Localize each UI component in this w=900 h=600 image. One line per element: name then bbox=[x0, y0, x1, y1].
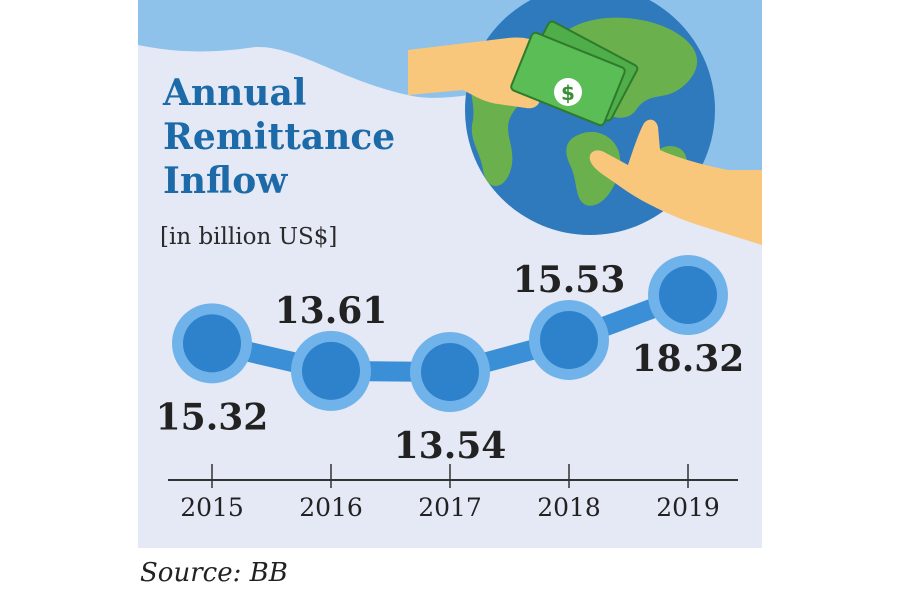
data-label: 13.54 bbox=[394, 425, 507, 467]
title-line-3: Inflow bbox=[163, 160, 288, 202]
data-label: 18.32 bbox=[632, 338, 745, 380]
data-label: 15.53 bbox=[513, 259, 626, 301]
x-tick-label: 2015 bbox=[180, 493, 244, 522]
hand-icon bbox=[589, 119, 762, 245]
remittance-line-chart: 15.32 2015 13.61 2016 13.54 2017 15.53 2018 18.3… bbox=[156, 255, 745, 522]
data-label: 15.32 bbox=[156, 396, 269, 438]
unit-label: [in billion US$] bbox=[160, 224, 338, 250]
right-hand bbox=[589, 119, 762, 245]
data-point bbox=[302, 341, 360, 400]
dollar-sign-icon: $ bbox=[561, 81, 575, 105]
background-illustration: $ bbox=[138, 0, 762, 245]
title-line-1: Annual bbox=[163, 72, 307, 114]
data-point bbox=[659, 266, 717, 324]
data-label: 13.61 bbox=[275, 290, 388, 332]
x-tick-label: 2016 bbox=[299, 493, 363, 522]
data-point bbox=[540, 310, 598, 369]
dollar-banknote-icon: $ bbox=[510, 20, 639, 127]
data-point bbox=[421, 343, 479, 401]
title-line-2: Remittance bbox=[163, 116, 396, 158]
infographic-card: $ Annual Remittance Inflow [in billion U… bbox=[138, 0, 762, 548]
x-tick-label: 2019 bbox=[656, 493, 720, 522]
data-point bbox=[183, 314, 241, 373]
x-tick-label: 2018 bbox=[537, 493, 601, 522]
x-tick-label: 2017 bbox=[418, 493, 482, 522]
banknote-dollar-circle bbox=[554, 78, 582, 106]
source-label: Source: BB bbox=[140, 558, 288, 588]
globe-land-africa bbox=[566, 131, 621, 206]
